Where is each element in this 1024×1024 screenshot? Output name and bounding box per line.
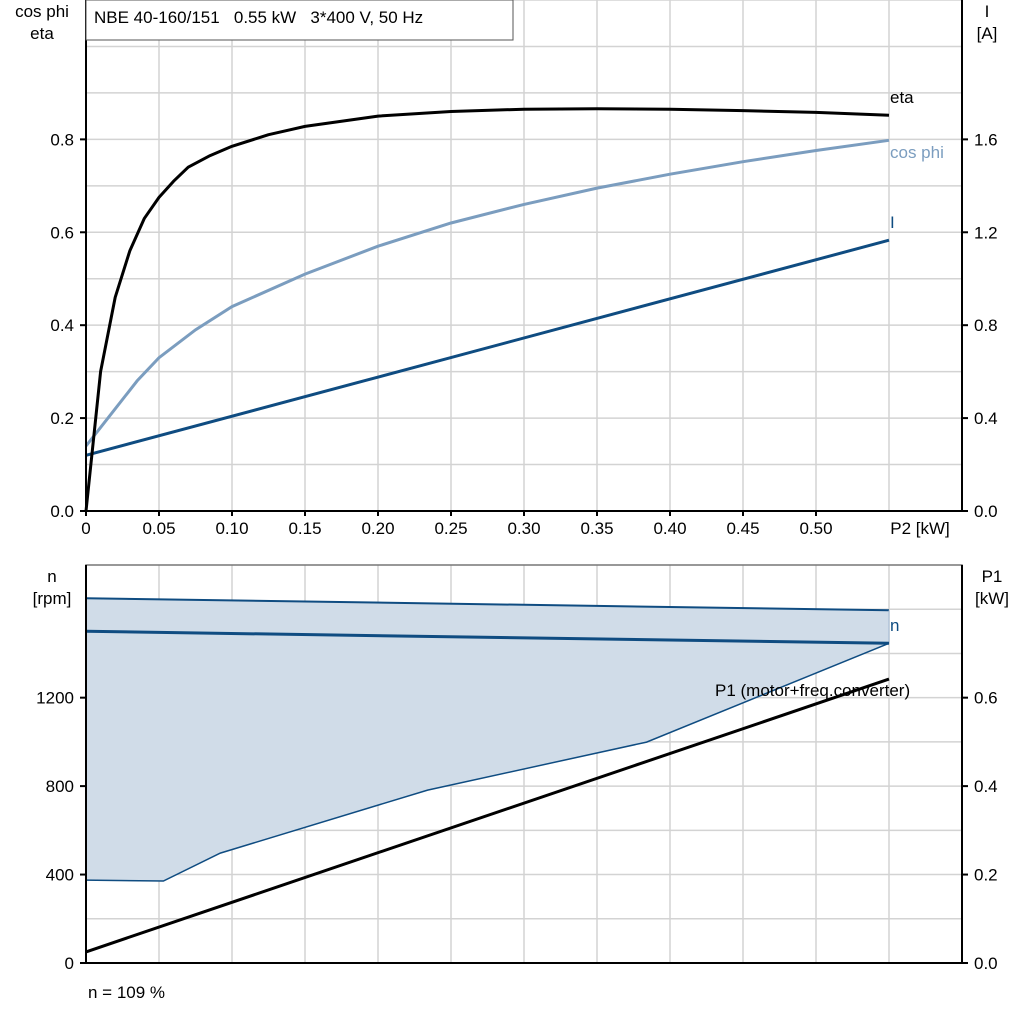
y-tick-label-right: 0.6 bbox=[974, 689, 998, 708]
p1-line bbox=[85, 677, 890, 954]
x-tick-label: 0.05 bbox=[142, 519, 175, 538]
top-right-axis-label-1: I bbox=[985, 2, 990, 21]
y-tick-label-right: 0.8 bbox=[974, 316, 998, 335]
y-tick-label-left: 400 bbox=[46, 866, 74, 885]
chart-title: NBE 40-160/151 0.55 kW 3*400 V, 50 Hz bbox=[94, 8, 423, 27]
y-tick-label-left: 0.4 bbox=[50, 316, 74, 335]
y-tick-label-right: 0.2 bbox=[974, 866, 998, 885]
speed-range-area bbox=[86, 598, 889, 881]
current-line bbox=[85, 238, 890, 457]
y-tick-label-right: 0.0 bbox=[974, 954, 998, 973]
top-left-axis-label-2: eta bbox=[30, 24, 54, 43]
axes bbox=[80, 0, 968, 964]
x-tick-label: 0.35 bbox=[580, 519, 613, 538]
x-tick-label: 0.10 bbox=[215, 519, 248, 538]
x-tick-label: 0.45 bbox=[726, 519, 759, 538]
y-tick-label-left: 0 bbox=[65, 954, 74, 973]
speed-range-lower-line bbox=[85, 642, 890, 882]
tick-labels: 0 0.05 0.10 0.15 0.20 0.25 0.30 0.35 0.40 0.45 0.5… bbox=[36, 130, 997, 973]
eta-line bbox=[84, 107, 890, 512]
cos-phi-series-label: cos phi bbox=[890, 143, 944, 162]
title-box bbox=[85, 0, 514, 41]
x-tick-label: 0.50 bbox=[799, 519, 832, 538]
y-tick-label-right: 1.2 bbox=[974, 223, 998, 242]
x-tick-label: 0.30 bbox=[507, 519, 540, 538]
bottom-left-axis-label-2: [rpm] bbox=[33, 589, 72, 608]
y-tick-label-left: 0.2 bbox=[50, 409, 74, 428]
chart-marks bbox=[84, 107, 890, 954]
y-tick-label-left: 1200 bbox=[36, 689, 74, 708]
x-tick-label: 0.40 bbox=[653, 519, 686, 538]
speed-series-label: n bbox=[890, 616, 899, 635]
top-right-axis-label-2: [A] bbox=[977, 24, 998, 43]
y-tick-label-right: 0.4 bbox=[974, 777, 998, 796]
x-tick-label: 0.25 bbox=[434, 519, 467, 538]
y-tick-label-left: 0.6 bbox=[50, 223, 74, 242]
bottom-right-axis-label-2: [kW] bbox=[975, 589, 1009, 608]
speed-line bbox=[85, 629, 890, 645]
x-tick-label: 0 bbox=[81, 519, 90, 538]
speed-range-upper-line bbox=[85, 597, 890, 612]
x-axis-label: P2 [kW] bbox=[890, 519, 950, 538]
y-tick-label-right: 0.4 bbox=[974, 409, 998, 428]
bottom-right-axis-label-1: P1 bbox=[982, 567, 1003, 586]
y-tick-label-right: 0.0 bbox=[974, 502, 998, 521]
top-grid bbox=[86, 0, 962, 511]
y-tick-label-left: 0.0 bbox=[50, 502, 74, 521]
top-left-axis-label-1: cos phi bbox=[15, 2, 69, 21]
cos-phi-line bbox=[84, 138, 890, 447]
x-tick-label: 0.15 bbox=[288, 519, 321, 538]
current-series-label: I bbox=[890, 213, 895, 232]
bottom-left-axis-label-1: n bbox=[47, 567, 56, 586]
x-tick-label: 0.20 bbox=[361, 519, 394, 538]
y-tick-label-left: 0.8 bbox=[50, 130, 74, 149]
y-tick-label-right: 1.6 bbox=[974, 130, 998, 149]
p1-series-label: P1 (motor+freq.converter) bbox=[715, 681, 910, 700]
speed-note: n = 109 % bbox=[88, 983, 165, 1002]
y-tick-label-left: 800 bbox=[46, 777, 74, 796]
eta-series-label: eta bbox=[890, 88, 914, 107]
